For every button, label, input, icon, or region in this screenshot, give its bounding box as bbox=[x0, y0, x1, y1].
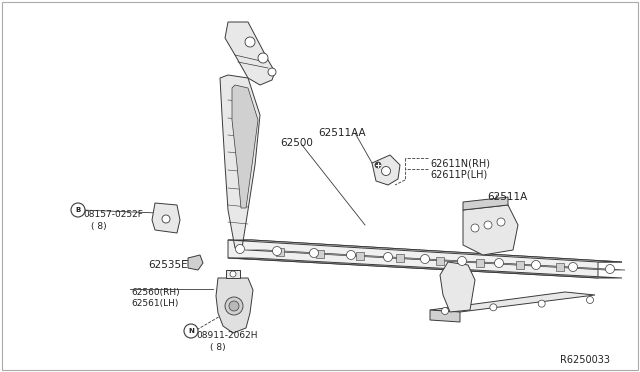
Circle shape bbox=[268, 68, 276, 76]
Circle shape bbox=[225, 297, 243, 315]
Polygon shape bbox=[356, 252, 364, 260]
Polygon shape bbox=[396, 254, 404, 262]
Circle shape bbox=[442, 308, 449, 314]
Text: 62511AA: 62511AA bbox=[318, 128, 365, 138]
Circle shape bbox=[229, 301, 239, 311]
Text: ( 8): ( 8) bbox=[91, 222, 107, 231]
Polygon shape bbox=[463, 205, 518, 255]
Polygon shape bbox=[188, 255, 203, 270]
Circle shape bbox=[586, 296, 593, 304]
Circle shape bbox=[258, 53, 268, 63]
Circle shape bbox=[495, 259, 504, 267]
Text: N: N bbox=[188, 328, 194, 334]
Polygon shape bbox=[220, 75, 260, 248]
Circle shape bbox=[538, 300, 545, 307]
Circle shape bbox=[162, 215, 170, 223]
Polygon shape bbox=[516, 261, 524, 269]
Polygon shape bbox=[430, 310, 460, 322]
Circle shape bbox=[236, 244, 244, 253]
Circle shape bbox=[245, 37, 255, 47]
Polygon shape bbox=[228, 240, 622, 278]
Text: 08911-2062H: 08911-2062H bbox=[196, 331, 257, 340]
Circle shape bbox=[230, 271, 236, 277]
Polygon shape bbox=[226, 270, 240, 278]
Circle shape bbox=[273, 247, 282, 256]
Circle shape bbox=[458, 257, 467, 266]
Polygon shape bbox=[430, 292, 595, 312]
Polygon shape bbox=[436, 257, 444, 264]
Circle shape bbox=[184, 324, 198, 338]
Text: 62511A: 62511A bbox=[487, 192, 527, 202]
Polygon shape bbox=[225, 22, 275, 85]
Circle shape bbox=[383, 253, 392, 262]
Circle shape bbox=[531, 260, 541, 269]
Text: 62611N(RH): 62611N(RH) bbox=[430, 158, 490, 168]
Polygon shape bbox=[556, 263, 564, 271]
Polygon shape bbox=[476, 259, 484, 267]
Circle shape bbox=[310, 248, 319, 257]
Polygon shape bbox=[228, 258, 622, 278]
Circle shape bbox=[375, 162, 381, 168]
Polygon shape bbox=[216, 278, 253, 333]
Polygon shape bbox=[152, 203, 180, 233]
Polygon shape bbox=[245, 250, 625, 270]
Text: B: B bbox=[76, 207, 81, 213]
Polygon shape bbox=[232, 85, 258, 208]
Text: 08157-0252F: 08157-0252F bbox=[83, 210, 143, 219]
Text: 62611P(LH): 62611P(LH) bbox=[430, 169, 487, 179]
Circle shape bbox=[420, 254, 429, 263]
Text: ( 8): ( 8) bbox=[210, 343, 226, 352]
Polygon shape bbox=[463, 197, 508, 210]
Circle shape bbox=[471, 224, 479, 232]
Polygon shape bbox=[440, 262, 475, 312]
Circle shape bbox=[346, 250, 355, 260]
Polygon shape bbox=[372, 155, 400, 185]
Polygon shape bbox=[228, 240, 622, 262]
Circle shape bbox=[497, 218, 505, 226]
Text: 62535E: 62535E bbox=[148, 260, 188, 270]
Circle shape bbox=[71, 203, 85, 217]
Circle shape bbox=[605, 264, 614, 273]
Polygon shape bbox=[316, 250, 324, 258]
Text: 62500: 62500 bbox=[280, 138, 313, 148]
Polygon shape bbox=[276, 248, 284, 256]
Circle shape bbox=[381, 167, 390, 176]
Text: R6250033: R6250033 bbox=[560, 355, 610, 365]
Circle shape bbox=[490, 304, 497, 311]
Text: 62560(RH): 62560(RH) bbox=[131, 288, 180, 297]
Circle shape bbox=[484, 221, 492, 229]
Text: 62561(LH): 62561(LH) bbox=[131, 299, 179, 308]
Circle shape bbox=[568, 263, 577, 272]
